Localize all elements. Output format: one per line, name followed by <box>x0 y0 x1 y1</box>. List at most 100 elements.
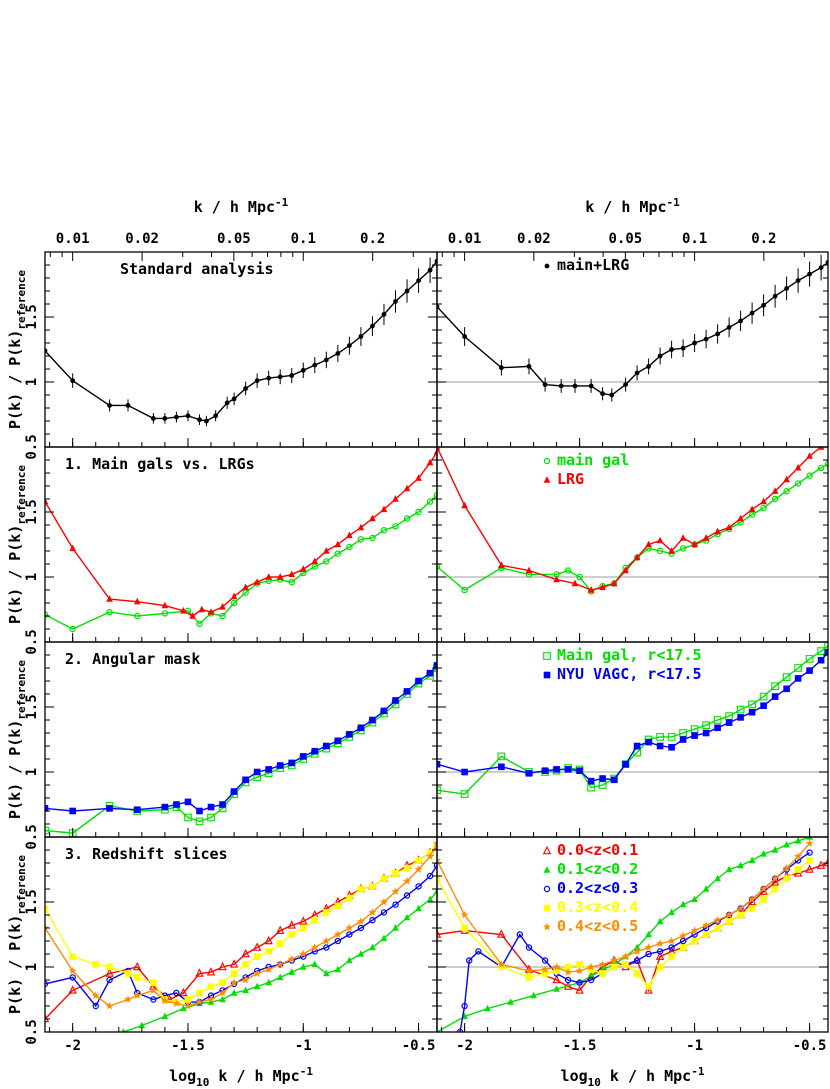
data-point <box>771 487 779 494</box>
data-point <box>760 702 767 709</box>
data-point <box>748 700 756 709</box>
data-point <box>795 278 801 283</box>
top-axis-title: k / h Mpc-1 <box>585 196 680 216</box>
panel-title: 1. Main gals vs. LRGs <box>65 455 255 473</box>
series-line <box>437 261 828 396</box>
data-point <box>403 913 411 921</box>
data-point <box>230 599 238 607</box>
y-tick-label: 1.5 <box>24 499 40 524</box>
data-point <box>748 905 756 912</box>
data-point <box>150 416 156 421</box>
data-point <box>498 763 505 771</box>
data-point <box>179 987 188 997</box>
data-point <box>576 767 583 774</box>
data-point <box>702 921 711 929</box>
data-point <box>633 970 641 977</box>
data-point <box>69 974 76 981</box>
data-point <box>45 497 49 505</box>
data-point <box>207 983 215 990</box>
data-point <box>288 759 296 767</box>
y-tick-label: 0.5 <box>24 629 40 654</box>
data-point <box>714 924 721 932</box>
data-point <box>45 805 49 812</box>
data-point <box>173 989 180 997</box>
y-tick-label: 1.5 <box>24 889 40 914</box>
data-point <box>818 265 824 270</box>
y-axis-label-subscript: reference <box>15 660 28 720</box>
data-point <box>703 336 709 342</box>
data-point <box>403 864 411 872</box>
data-point <box>437 563 441 570</box>
data-point <box>106 805 113 812</box>
data-point <box>124 995 133 1003</box>
data-point <box>346 894 353 902</box>
data-point <box>333 930 342 938</box>
data-point <box>714 527 721 535</box>
y-tick-label: 1 <box>24 573 40 581</box>
data-point <box>645 738 652 746</box>
data-point <box>497 960 506 968</box>
data-point <box>702 931 710 938</box>
data-point <box>276 973 284 981</box>
data-point <box>68 966 77 975</box>
data-point <box>667 733 676 741</box>
data-point <box>575 966 584 975</box>
data-point <box>667 936 676 945</box>
data-point <box>760 504 767 512</box>
data-point <box>403 892 411 899</box>
top-tick-label: 0.2 <box>751 231 776 247</box>
y-axis-label: P(k) / P(k)reference <box>6 660 28 819</box>
data-point <box>105 968 114 977</box>
data-point <box>229 959 239 968</box>
series-line <box>45 260 437 422</box>
data-point <box>525 566 533 574</box>
series-2 <box>45 448 437 619</box>
data-point <box>553 967 560 975</box>
data-point <box>668 547 675 554</box>
data-point <box>633 742 641 750</box>
data-point <box>702 729 710 737</box>
x-tick-label: -0.5 <box>402 1038 436 1054</box>
data-point <box>433 662 437 669</box>
data-point <box>230 978 239 986</box>
data-point <box>783 685 790 693</box>
data-point <box>437 856 441 864</box>
data-point <box>161 803 169 811</box>
data-point <box>288 931 296 938</box>
data-point <box>782 864 791 872</box>
data-point <box>134 612 141 620</box>
data-point <box>380 875 388 882</box>
data-point <box>553 575 560 583</box>
series-2 <box>437 649 828 785</box>
data-point <box>106 976 113 984</box>
series-line <box>45 664 437 812</box>
data-point <box>633 957 641 964</box>
data-point <box>609 392 615 398</box>
data-point <box>794 837 802 844</box>
data-point <box>265 978 272 986</box>
y-tick-label: 1 <box>24 378 40 386</box>
data-point <box>462 334 467 339</box>
data-point <box>369 883 376 890</box>
data-point <box>437 447 441 450</box>
data-point <box>392 495 399 502</box>
data-point <box>782 673 791 681</box>
top-tick-label: 0.01 <box>448 231 482 247</box>
data-point <box>541 767 549 774</box>
data-point <box>287 920 296 929</box>
top-tick-label: 0.01 <box>56 231 90 247</box>
data-point <box>806 837 813 840</box>
series-line <box>45 843 437 1007</box>
data-point <box>806 667 813 674</box>
top-tick-label: 0.02 <box>125 231 159 247</box>
data-point <box>645 950 652 958</box>
data-point <box>426 498 434 505</box>
data-point <box>553 985 560 992</box>
series-1 <box>437 252 828 402</box>
data-point <box>713 716 722 724</box>
series-line <box>437 862 828 993</box>
legend-marker <box>543 476 551 483</box>
